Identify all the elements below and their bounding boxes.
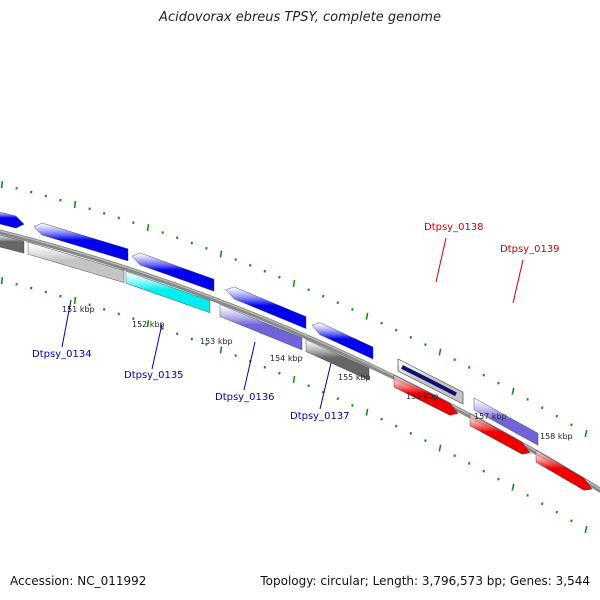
major-tick <box>511 483 515 491</box>
gene-label: Dtpsy_0136 <box>215 392 275 403</box>
scale-label-kbp: 154 kbp <box>270 354 303 363</box>
major-tick <box>292 279 296 288</box>
reverse-gene-arrow <box>393 374 459 416</box>
reverse-gene-arrow <box>535 449 593 491</box>
forward-gene-arrow <box>33 222 129 262</box>
major-tick <box>73 296 77 305</box>
minor-tick <box>570 519 573 523</box>
major-tick <box>292 375 296 384</box>
gene-label-leader-line <box>512 259 524 304</box>
gene-box-cyan <box>125 271 211 313</box>
gene-label: Dtpsy_0138 <box>424 222 484 233</box>
major-tick <box>365 408 369 416</box>
major-tick <box>584 429 588 438</box>
major-tick <box>219 346 223 354</box>
gene-box-outline <box>397 358 464 405</box>
major-tick <box>146 319 150 328</box>
map-title: Acidovorax ebreus TPSY, complete genome <box>159 10 441 25</box>
major-tick <box>219 250 223 258</box>
gene-box-purple <box>219 304 303 351</box>
major-tick <box>0 180 4 189</box>
scale-label-kbp: 158 kbp <box>540 432 573 441</box>
gene-label: Dtpsy_0134 <box>32 349 92 360</box>
major-tick <box>365 312 369 320</box>
inner-tick-ring <box>0 276 588 534</box>
gene-box-dark <box>0 234 25 254</box>
gene-label: Dtpsy_0139 <box>500 244 560 255</box>
minor-tick <box>555 510 559 514</box>
topology-label: Topology: circular; Length: 3,796,573 bp… <box>260 574 590 588</box>
scale-label-kbp: 155 kbp <box>338 373 371 382</box>
scale-label-kbp: 157 kbp <box>474 412 507 421</box>
minor-tick <box>570 423 573 427</box>
forward-gene-arrow <box>0 211 25 229</box>
minor-tick <box>555 414 559 418</box>
gene-label-leader-line <box>319 362 332 410</box>
forward-gene-arrow <box>131 252 215 292</box>
scale-label-kbp: 152 kbp <box>132 320 165 329</box>
gene-box-dark <box>305 339 370 381</box>
scale-label-kbp: 151 kbp <box>62 305 95 314</box>
forward-gene-arrow <box>311 322 374 360</box>
forward-gene-arrow <box>225 286 307 329</box>
scale-label-kbp: 153 kbp <box>200 337 233 346</box>
gene-label-leader-line <box>435 237 447 283</box>
major-tick <box>438 348 442 356</box>
gene-label-leader-line <box>61 299 72 348</box>
major-tick <box>0 276 4 285</box>
major-tick <box>146 223 150 232</box>
gene-label-leader-line <box>243 341 256 391</box>
reverse-gene-arrow <box>469 413 531 455</box>
gene-label-leader-line <box>151 323 163 370</box>
major-tick <box>511 387 515 395</box>
outer-tick-ring <box>0 180 588 438</box>
major-tick <box>584 525 588 534</box>
scale-label-kbp: 156 kbp <box>406 392 439 401</box>
gene-label: Dtpsy_0137 <box>290 411 350 422</box>
gene-box-lightgray <box>27 241 125 283</box>
major-tick <box>73 200 77 209</box>
accession-label: Accession: NC_011992 <box>10 574 147 588</box>
gene-label: Dtpsy_0135 <box>124 370 184 381</box>
gene-box-purple <box>473 397 539 446</box>
major-tick <box>438 444 442 452</box>
gene-stripe-navy <box>401 365 457 397</box>
